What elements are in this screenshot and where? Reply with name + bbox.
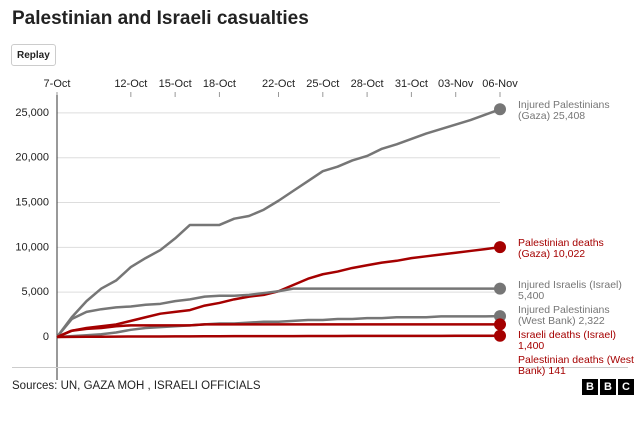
value-label: 25,408 <box>553 110 586 122</box>
series-label: Palestinian deaths (Gaza) 10,022 <box>518 238 636 260</box>
series-label: Injured Palestinians (West Bank) 2,322 <box>518 305 636 327</box>
x-tick-label: 31-Oct <box>395 78 428 90</box>
end-dot <box>494 329 506 342</box>
series-name: Injured Israelis (Israel) <box>518 279 622 291</box>
value-label: 5,400 <box>518 290 545 302</box>
logo-letter: B <box>600 379 616 395</box>
series-line <box>56 314 501 339</box>
x-tick-label: 06-Nov <box>482 78 518 90</box>
x-tick-label: 03-Nov <box>438 78 474 90</box>
x-tick-label: 15-Oct <box>159 78 192 90</box>
title: Palestinian and Israeli casualties <box>12 8 309 29</box>
series-line <box>55 108 501 338</box>
y-tick-label: 15,000 <box>15 196 49 208</box>
x-tick-label: 25-Oct <box>306 78 339 90</box>
value-label: 141 <box>548 365 566 377</box>
divider <box>12 367 628 368</box>
x-tick-label: 22-Oct <box>262 78 295 90</box>
value-label: 2,322 <box>578 315 605 327</box>
series-line <box>56 334 501 339</box>
end-dot <box>494 310 506 323</box>
series-name: Injured Palestinians (Gaza) <box>518 99 610 122</box>
series-label: Injured Israelis (Israel) 5,400 <box>518 280 636 302</box>
x-tick-label: 28-Oct <box>351 78 384 90</box>
end-dot <box>494 282 506 295</box>
y-tick-label: 20,000 <box>15 152 49 164</box>
series-line <box>56 287 500 338</box>
series-line <box>56 323 500 339</box>
series-name: Injured Palestinians (West Bank) <box>518 304 610 327</box>
logo-letter: B <box>582 379 598 395</box>
series-name: Palestinian deaths (Gaza) <box>518 237 604 260</box>
value-label: 10,022 <box>553 248 586 260</box>
x-tick-label: 18-Oct <box>203 78 236 90</box>
y-tick-label: 25,000 <box>15 107 49 119</box>
series-label: Injured Palestinians (Gaza) 25,408 <box>518 100 636 122</box>
end-dot <box>494 103 506 116</box>
replay-button[interactable]: Replay <box>11 44 56 66</box>
y-tick-label: 0 <box>43 331 49 343</box>
y-tick-label: 5,000 <box>21 286 49 298</box>
y-tick-label: 10,000 <box>15 241 49 253</box>
x-tick-label: 12-Oct <box>114 78 147 90</box>
x-tick-label: 7-Oct <box>44 78 71 90</box>
series-name: Palestinian deaths (West Bank) <box>518 354 634 377</box>
series-name: Israeli deaths (Israel) <box>518 329 617 341</box>
value-label: 1,400 <box>518 340 545 352</box>
end-dot <box>494 241 506 254</box>
logo-letter: C <box>618 379 634 395</box>
source: Sources: UN, GAZA MOH , ISRAELI OFFICIAL… <box>12 380 261 392</box>
series-label: Palestinian deaths (West Bank) 141 <box>518 355 636 377</box>
end-dot <box>494 318 506 331</box>
series-label: Israeli deaths (Israel) 1,400 <box>518 330 636 352</box>
